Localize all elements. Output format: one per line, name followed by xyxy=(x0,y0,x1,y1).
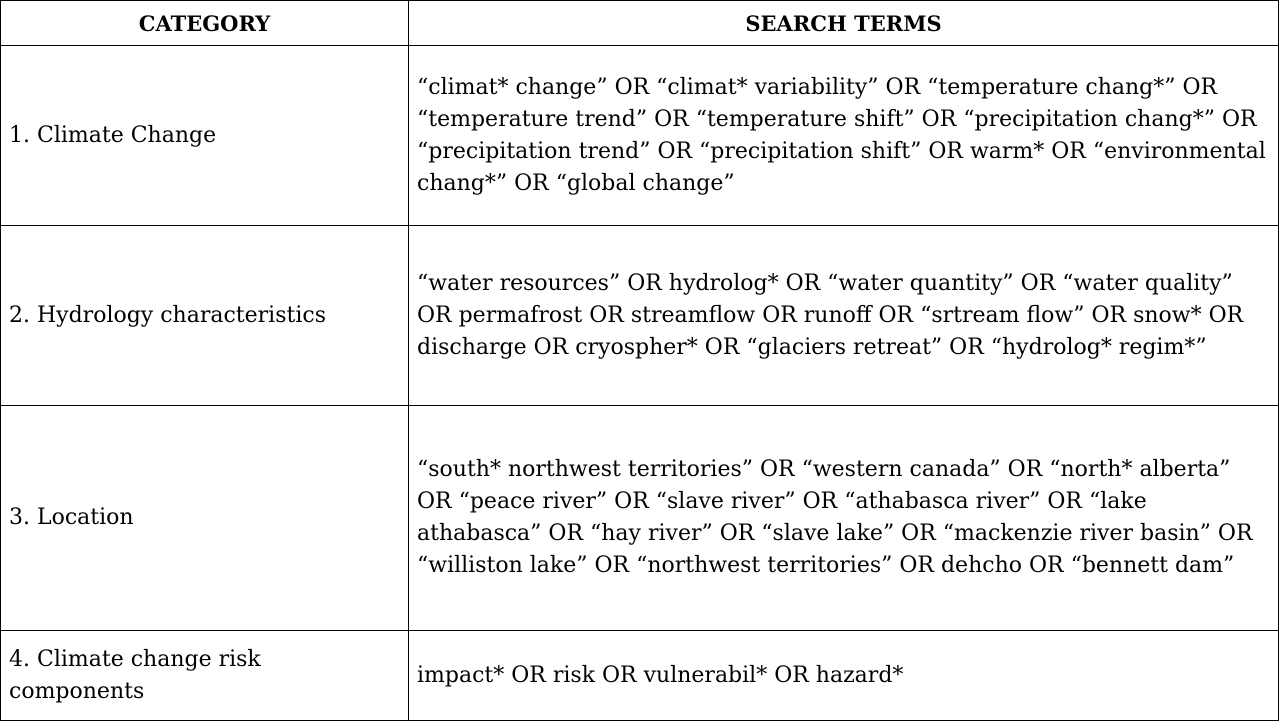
category-cell: 1. Climate Change xyxy=(0,45,409,226)
category-cell: 4. Climate change risk components xyxy=(0,630,409,721)
table-header-row: CATEGORY SEARCH TERMS xyxy=(0,0,1279,46)
table-row: 3. Location “south* northwest territorie… xyxy=(0,405,1279,631)
search-terms-header: SEARCH TERMS xyxy=(408,0,1279,46)
table-row: 1. Climate Change “climat* change” OR “c… xyxy=(0,45,1279,226)
table-row: 4. Climate change risk components impact… xyxy=(0,630,1279,721)
category-header: CATEGORY xyxy=(0,0,409,46)
category-cell: 3. Location xyxy=(0,405,409,631)
category-cell: 2. Hydrology characteristics xyxy=(0,225,409,406)
table-row: 2. Hydrology characteristics “water reso… xyxy=(0,225,1279,406)
search-terms-cell: impact* OR risk OR vulnerabil* OR hazard… xyxy=(408,630,1279,721)
search-terms-cell: “south* northwest territories” OR “weste… xyxy=(408,405,1279,631)
search-terms-cell: “water resources” OR hydrolog* OR “water… xyxy=(408,225,1279,406)
search-terms-cell: “climat* change” OR “climat* variability… xyxy=(408,45,1279,226)
